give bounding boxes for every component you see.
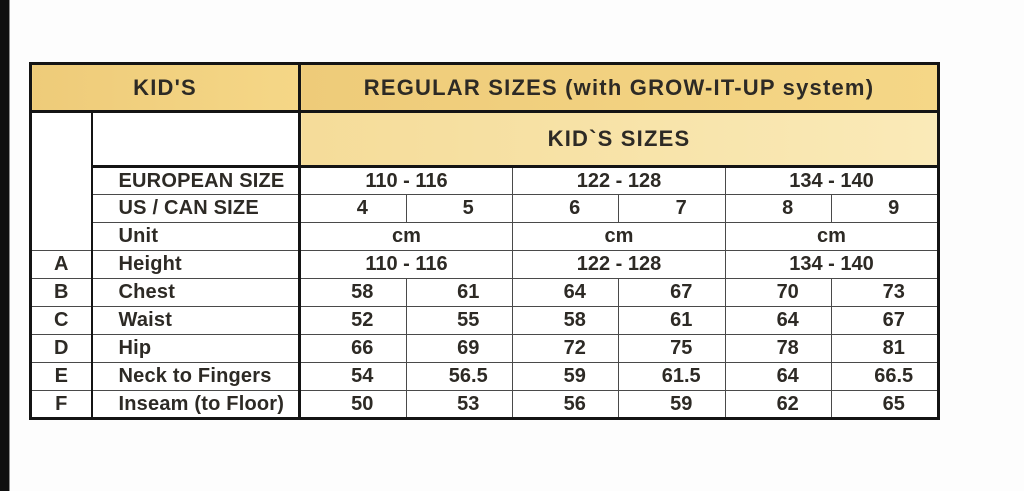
chest-row: B Chest 58 61 64 67 70 73 <box>30 278 939 307</box>
size-cell: 70 <box>724 278 833 307</box>
row-label-chest: Chest <box>90 278 301 307</box>
size-cell: 61 <box>618 306 726 335</box>
size-cell: 55 <box>405 306 513 335</box>
size-cell: 5 <box>405 194 513 223</box>
unit-row: Unit cm cm cm <box>31 222 940 251</box>
size-cell: 58 <box>298 278 407 307</box>
unit-cell: cm <box>724 222 940 251</box>
european-size-row: EUROPEAN SIZE 110 - 116 122 - 128 134 - … <box>31 166 940 195</box>
row-letter: B <box>30 278 93 307</box>
size-cell: 65 <box>831 390 939 419</box>
size-cell: 64 <box>724 362 833 391</box>
waist-row: C Waist 52 55 58 61 64 67 <box>30 306 939 335</box>
row-label-height: Height <box>90 250 301 279</box>
label-column-spacer <box>90 111 301 168</box>
size-cell: 73 <box>831 278 939 307</box>
size-group-cell: 110 - 116 <box>298 250 513 279</box>
size-group-cell: 110 - 116 <box>298 166 513 195</box>
row-label-european-size: EUROPEAN SIZE <box>90 166 301 195</box>
row-label-unit: Unit <box>90 222 301 251</box>
size-cell: 4 <box>298 194 407 223</box>
row-letter: A <box>30 250 93 279</box>
size-group-cell: 122 - 128 <box>511 250 726 279</box>
height-row: A Height 110 - 116 122 - 128 134 - 140 <box>30 250 940 279</box>
row-letter: C <box>30 306 93 335</box>
us-can-size-row: US / CAN SIZE 4 5 6 7 8 9 <box>31 194 939 223</box>
size-cell: 64 <box>511 278 620 307</box>
size-group-cell: 122 - 128 <box>511 166 726 195</box>
row-label-inseam: Inseam (to Floor) <box>90 390 301 419</box>
size-cell: 6 <box>511 194 620 223</box>
size-cell: 78 <box>724 334 833 363</box>
row-letter: E <box>30 362 93 391</box>
row-label-us-can-size: US / CAN SIZE <box>90 194 301 223</box>
size-cell: 7 <box>618 194 726 223</box>
header-kids-sizes: KID`S SIZES <box>298 111 939 168</box>
size-cell: 66 <box>298 334 407 363</box>
size-cell: 67 <box>618 278 726 307</box>
size-cell: 56 <box>511 390 620 419</box>
size-group-cell: 134 - 140 <box>724 250 940 279</box>
neck-to-fingers-row: E Neck to Fingers 54 56.5 59 61.5 64 66.… <box>30 362 939 391</box>
header-row: KID'S REGULAR SIZES (with GROW-IT-UP sys… <box>29 63 939 113</box>
size-cell: 66.5 <box>831 362 939 391</box>
hip-row: D Hip 66 69 72 75 78 81 <box>30 334 939 363</box>
row-label-hip: Hip <box>90 334 301 363</box>
size-cell: 58 <box>511 306 620 335</box>
size-cell: 75 <box>618 334 726 363</box>
size-cell: 59 <box>511 362 620 391</box>
size-cell: 9 <box>831 194 939 223</box>
size-cell: 50 <box>298 390 407 419</box>
size-cell: 69 <box>405 334 513 363</box>
size-cell: 54 <box>298 362 407 391</box>
size-cell: 53 <box>405 390 513 419</box>
size-cell: 62 <box>724 390 833 419</box>
header-kids: KID'S <box>29 63 301 113</box>
row-label-waist: Waist <box>90 306 301 335</box>
size-cell: 67 <box>831 306 939 335</box>
letter-column-spacer <box>30 111 93 251</box>
size-cell: 61.5 <box>618 362 726 391</box>
size-cell: 56.5 <box>405 362 513 391</box>
size-cell: 72 <box>511 334 620 363</box>
row-label-neck-to-fingers: Neck to Fingers <box>90 362 301 391</box>
size-cell: 8 <box>724 194 833 223</box>
size-cell: 61 <box>405 278 513 307</box>
row-letter: F <box>30 390 93 419</box>
inseam-row: F Inseam (to Floor) 50 53 56 59 62 65 <box>30 390 939 419</box>
size-cell: 81 <box>831 334 939 363</box>
subheader-row: KID`S SIZES <box>30 111 939 251</box>
unit-cell: cm <box>511 222 726 251</box>
header-regular-sizes: REGULAR SIZES (with GROW-IT-UP system) <box>298 63 939 113</box>
size-cell: 59 <box>618 390 726 419</box>
row-letter: D <box>30 334 93 363</box>
size-cell: 52 <box>298 306 407 335</box>
size-cell: 64 <box>724 306 833 335</box>
unit-cell: cm <box>298 222 513 251</box>
size-group-cell: 134 - 140 <box>724 166 940 195</box>
size-chart-table: KID'S REGULAR SIZES (with GROW-IT-UP sys… <box>29 62 940 420</box>
left-black-bar <box>0 0 10 491</box>
